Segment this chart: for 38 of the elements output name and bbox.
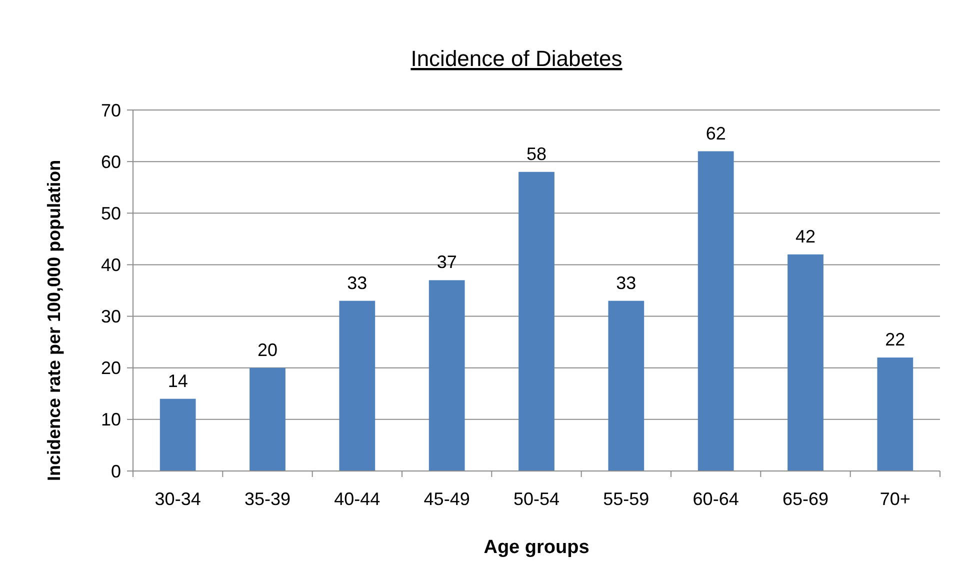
y-tick-label: 10 bbox=[100, 410, 121, 430]
x-tick-label: 60-64 bbox=[692, 489, 739, 509]
bar bbox=[877, 358, 914, 471]
data-label: 62 bbox=[706, 123, 726, 144]
bar bbox=[518, 172, 554, 471]
data-label: 58 bbox=[526, 144, 547, 164]
bar bbox=[428, 280, 465, 471]
data-label: 33 bbox=[616, 272, 636, 293]
y-tick-label: 20 bbox=[100, 358, 121, 378]
bar bbox=[160, 398, 196, 471]
bar bbox=[788, 254, 824, 471]
bar bbox=[698, 151, 734, 471]
x-tick-label: 50-54 bbox=[513, 489, 560, 509]
x-tick-label: 65-69 bbox=[782, 489, 829, 509]
y-tick-label: 40 bbox=[100, 255, 121, 276]
x-tick-label: 40-44 bbox=[334, 489, 380, 509]
bar bbox=[250, 368, 286, 471]
data-label: 20 bbox=[257, 340, 278, 360]
data-label: 37 bbox=[436, 252, 457, 272]
y-axis-title: Incidence rate per 100,000 population bbox=[44, 160, 64, 482]
bar bbox=[608, 300, 644, 471]
x-axis-title: Age groups bbox=[484, 537, 590, 558]
y-tick-label: 50 bbox=[100, 203, 121, 224]
x-tick-label: 55-59 bbox=[603, 489, 650, 509]
y-tick-label: 60 bbox=[100, 152, 121, 172]
y-tick-label: 70 bbox=[100, 100, 121, 120]
data-label: 42 bbox=[795, 226, 816, 246]
x-tick-label: 45-49 bbox=[424, 489, 470, 509]
y-tick-label: 30 bbox=[100, 306, 121, 327]
x-tick-label: 30-34 bbox=[154, 489, 201, 509]
y-tick-label: 0 bbox=[110, 461, 121, 482]
x-tick-label: 70+ bbox=[880, 489, 910, 509]
bar bbox=[339, 300, 376, 471]
data-label: 14 bbox=[168, 370, 188, 391]
chart-title: Incidence of Diabetes bbox=[410, 46, 622, 71]
data-label: 22 bbox=[885, 330, 906, 350]
data-label: 33 bbox=[347, 272, 368, 293]
x-tick-label: 35-39 bbox=[244, 489, 291, 509]
